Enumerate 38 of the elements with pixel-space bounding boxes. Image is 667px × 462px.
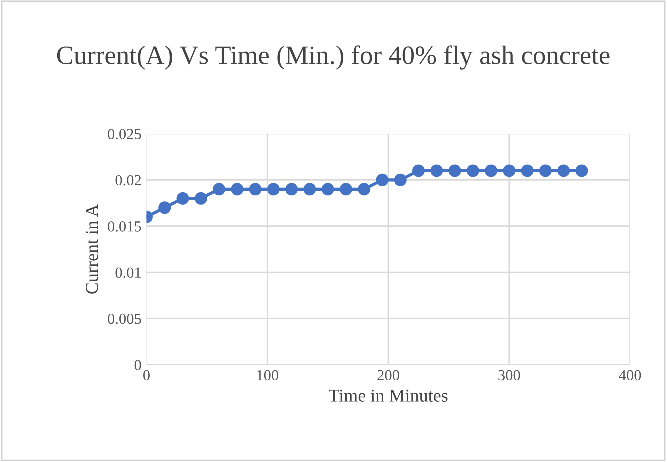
y-tick-label: 0.025 xyxy=(108,129,142,140)
y-tick-label: 0.015 xyxy=(108,222,142,232)
point xyxy=(558,164,570,178)
y-tick-label: 0 xyxy=(134,360,142,370)
x-axis-title: Time in Minutes xyxy=(328,390,448,402)
point xyxy=(466,164,480,178)
y-tick-label: 0.01 xyxy=(116,268,141,278)
point xyxy=(194,192,208,205)
x-tick-label: 400 xyxy=(619,370,642,381)
point xyxy=(340,183,352,196)
y-tick-label: 0.02 xyxy=(116,175,142,186)
point xyxy=(231,183,244,196)
point xyxy=(503,164,516,178)
point xyxy=(249,183,262,196)
point xyxy=(286,183,298,196)
point xyxy=(412,164,425,178)
chart-title: Current(A) Vs Time (Min.) for 40% fly ash concrete xyxy=(57,46,610,70)
point xyxy=(430,164,444,178)
x-tick-label: 200 xyxy=(378,370,400,381)
point xyxy=(322,183,334,196)
point xyxy=(485,164,498,178)
point xyxy=(213,183,226,196)
point xyxy=(521,164,534,178)
x-tick-label: 0 xyxy=(144,370,150,381)
point xyxy=(394,174,407,186)
y-axis-title: Current in A xyxy=(86,204,98,294)
y-tick-label: 0.005 xyxy=(108,314,142,324)
point xyxy=(448,164,462,178)
x-tick-label: 100 xyxy=(258,370,279,381)
point xyxy=(539,164,552,178)
point xyxy=(158,202,172,214)
point xyxy=(376,174,389,186)
point xyxy=(176,192,190,205)
point xyxy=(576,164,588,178)
point xyxy=(358,183,371,196)
point xyxy=(304,183,316,196)
point xyxy=(267,183,280,196)
x-tick-label: 300 xyxy=(498,370,520,381)
